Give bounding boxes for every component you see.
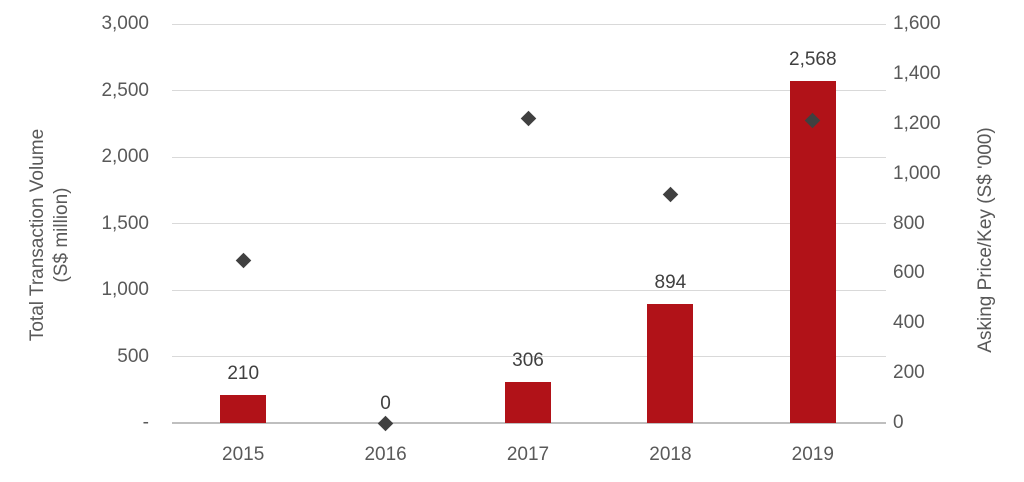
left-axis-tick-label: 1,500: [101, 212, 149, 234]
right-axis-tick-label: 0: [893, 412, 904, 433]
left-axis-tick-label: 500: [117, 345, 149, 367]
left-axis-tick-label: 3,000: [101, 13, 149, 34]
x-axis-category-label: 2019: [791, 444, 834, 465]
right-axis-tick-label: 1,200: [893, 112, 941, 134]
left-axis-title-line1: Total Transaction Volume: [27, 128, 48, 342]
gridline: [172, 356, 886, 357]
right-axis-tick-label: 400: [893, 312, 925, 334]
bar-2017: [505, 382, 551, 423]
gridline: [172, 223, 886, 224]
x-axis-category-label: 2015: [222, 444, 265, 465]
bar-2019: [789, 81, 836, 423]
left-axis-tick-label: 2,000: [101, 146, 149, 167]
right-axis-tick-label: 1,000: [893, 162, 941, 184]
left-axis-tick-label: -: [142, 412, 149, 433]
right-axis-tick-label: 600: [893, 262, 925, 284]
bar-value-label: 306: [512, 350, 544, 372]
diamond-marker-2018: [662, 187, 679, 203]
gridline: [172, 289, 886, 291]
diamond-marker-2016: [377, 415, 394, 431]
bar-value-label: 0: [380, 393, 391, 414]
gridline: [172, 156, 886, 158]
x-axis-category-label: 2016: [364, 444, 407, 465]
gridline: [172, 23, 886, 25]
x-axis-category-label: 2018: [649, 444, 692, 465]
bar-2018: [647, 304, 694, 423]
right-axis-tick-label: 1,600: [893, 13, 941, 34]
x-axis-category-label: 2017: [506, 444, 550, 465]
bar-2015: [220, 395, 267, 423]
right-axis-tick-label: 800: [893, 212, 925, 234]
gridline: [172, 90, 886, 91]
bar-value-label: 210: [227, 363, 260, 385]
left-axis-tick-label: 1,000: [101, 279, 149, 300]
bar-value-label: 894: [654, 272, 687, 294]
x-axis-line: [172, 422, 886, 424]
right-axis-title: Asking Price/Key (S$ '000): [975, 127, 996, 353]
diamond-marker-2015: [235, 253, 251, 269]
right-axis-tick-label: 200: [893, 362, 925, 384]
bar-value-label: 2,568: [789, 49, 837, 71]
left-axis-tick-label: 2,500: [101, 79, 149, 101]
right-axis-tick-label: 1,400: [893, 62, 941, 84]
diamond-marker-2017: [520, 110, 536, 127]
